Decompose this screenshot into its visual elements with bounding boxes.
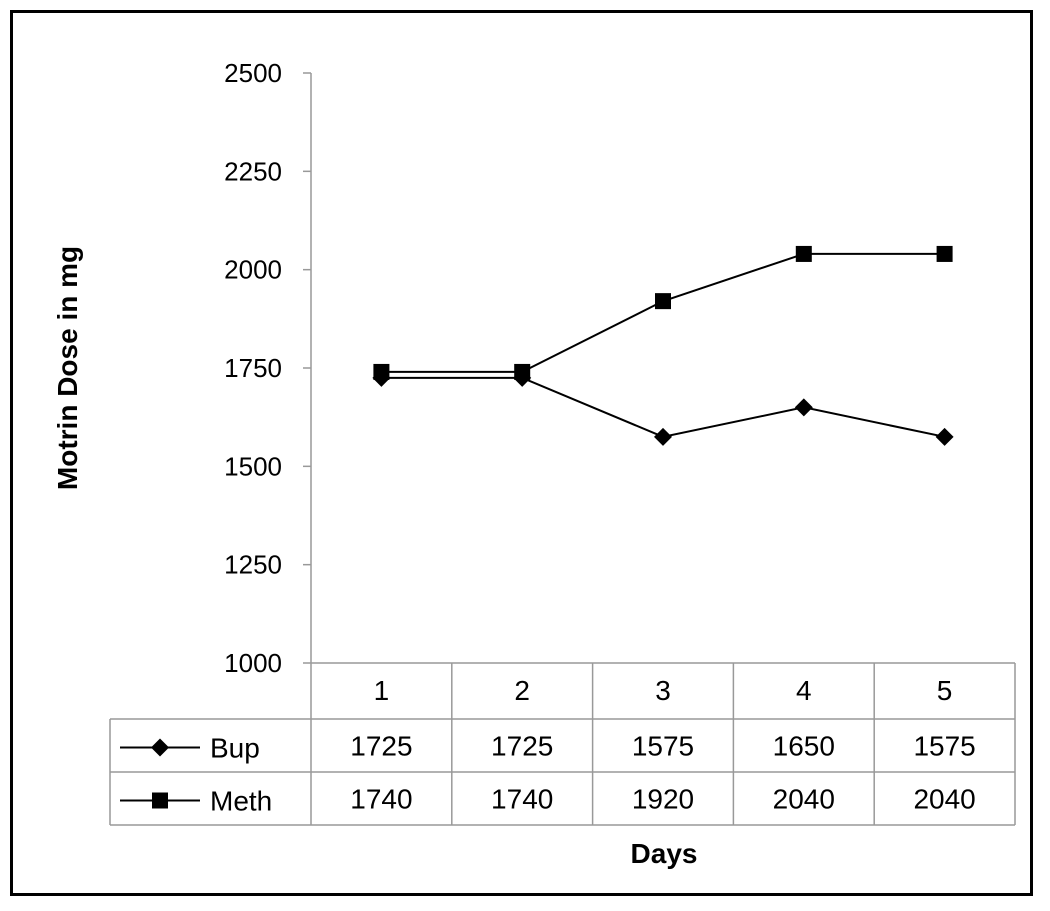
data-value-cell: 1575 [632, 731, 694, 762]
data-point-meth [514, 363, 531, 380]
x-tick-label: 4 [796, 675, 812, 706]
data-table: 1 2 3 4 5 Bup 1725 1725 1575 1650 1575 Meth 1740 1740… [109, 662, 1016, 826]
data-point-bup [935, 427, 954, 446]
y-axis: 1000 1250 1500 1750 2000 2250 2500 [224, 58, 312, 678]
y-tick-label: 1250 [224, 550, 282, 580]
data-point-meth [936, 245, 953, 262]
series-plot [372, 245, 954, 446]
data-value-cell: 1920 [632, 784, 694, 815]
y-tick-label: 2250 [224, 156, 282, 186]
legend-label-bup: Bup [210, 733, 260, 764]
data-value-cell: 2040 [913, 784, 975, 815]
y-tick-label: 1750 [224, 353, 282, 383]
y-tick-label: 1000 [224, 648, 282, 678]
x-tick-label: 1 [374, 675, 390, 706]
data-point-meth [655, 293, 671, 310]
data-value-cell: 2040 [773, 784, 835, 815]
data-value-cell: 1725 [491, 731, 553, 762]
data-value-cell: 1650 [773, 731, 835, 762]
data-value-cell: 1740 [491, 784, 553, 815]
y-axis-title: Motrin Dose in mg [52, 246, 83, 490]
data-value-cell: 1740 [350, 784, 412, 815]
legend-label-meth: Meth [210, 786, 272, 817]
data-value-cell: 1725 [350, 731, 412, 762]
x-axis-title: Days [631, 838, 698, 869]
legend-marker-bup [151, 738, 169, 757]
x-tick-label: 3 [655, 675, 671, 706]
legend-marker-meth [152, 792, 168, 809]
data-point-bup [654, 427, 672, 446]
y-tick-label: 2000 [224, 255, 282, 285]
x-tick-label: 2 [514, 675, 530, 706]
data-point-meth [373, 363, 390, 380]
data-value-cell: 1575 [913, 731, 975, 762]
series-line-meth [381, 252, 945, 373]
data-point-meth [795, 245, 812, 262]
x-tick-label: 5 [937, 675, 953, 706]
data-point-bup [794, 398, 813, 417]
y-tick-label: 2500 [224, 58, 282, 88]
y-tick-label: 1500 [224, 451, 282, 481]
